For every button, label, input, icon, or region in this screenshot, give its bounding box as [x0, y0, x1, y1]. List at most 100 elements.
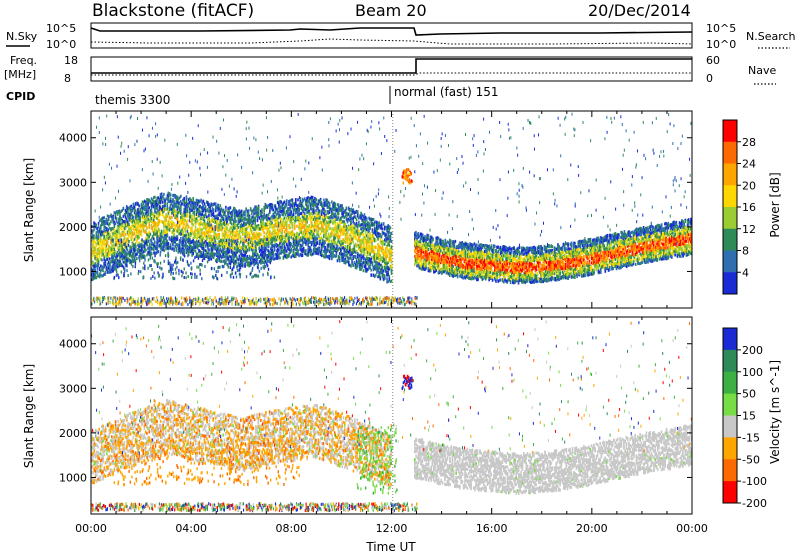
- power-cell: [265, 247, 268, 251]
- power-cell: [246, 263, 249, 267]
- power-cell: [280, 231, 282, 235]
- power-cell: [306, 207, 308, 211]
- power-cell: [141, 247, 144, 251]
- power-cell: [270, 207, 272, 211]
- power-cell: [190, 233, 192, 237]
- power-cell: [192, 218, 195, 222]
- power-cell: [384, 300, 387, 304]
- power-cell: [136, 252, 138, 256]
- power-cell: [109, 300, 111, 304]
- power-cell: [239, 229, 242, 233]
- power-cell: [171, 211, 173, 215]
- power-cell: [227, 245, 229, 249]
- power-cell: [267, 212, 270, 216]
- power-cell: [262, 227, 264, 231]
- power-cell: [147, 216, 149, 220]
- power-cell: [231, 243, 234, 247]
- power-cell: [309, 229, 312, 233]
- power-cell: [127, 252, 129, 256]
- power-cell: [167, 192, 170, 196]
- power-cell: [145, 236, 147, 240]
- power-cell: [187, 253, 190, 257]
- power-cell: [138, 216, 140, 220]
- power-cell: [124, 244, 127, 248]
- power-cell: [127, 299, 129, 303]
- power-cell: [159, 242, 162, 246]
- power-cell: [105, 228, 108, 232]
- power-cell: [175, 237, 178, 241]
- power-cell: [210, 257, 213, 261]
- power-cell: [191, 217, 193, 221]
- power-cell: [100, 247, 102, 251]
- power-cell: [115, 229, 118, 233]
- power-cell: [256, 300, 259, 304]
- power-cell: [134, 245, 137, 249]
- power-cell: [243, 249, 245, 253]
- power-cell: [305, 208, 307, 212]
- power-cell: [267, 203, 270, 207]
- power-cell: [98, 255, 101, 259]
- power-cell: [334, 297, 336, 301]
- power-cell: [291, 232, 294, 236]
- power-cell: [305, 218, 307, 222]
- power-cell: [263, 231, 266, 235]
- power-cell: [357, 298, 360, 302]
- power-cell: [101, 299, 104, 303]
- power-cell: [118, 219, 120, 223]
- power-cell: [344, 299, 346, 303]
- power-cell: [210, 237, 213, 241]
- power-cell: [187, 302, 189, 306]
- power-cell: [201, 212, 204, 216]
- power-cell: [308, 228, 311, 232]
- power-cell: [217, 245, 219, 249]
- power-cell: [195, 254, 198, 258]
- power-cell: [269, 233, 271, 237]
- power-cell: [212, 236, 215, 240]
- power-cell: [205, 254, 208, 258]
- power-cell: [138, 255, 140, 259]
- power-cell: [191, 245, 193, 249]
- power-cell: [369, 302, 371, 306]
- power-cell: [254, 221, 256, 225]
- power-cell: [261, 255, 263, 259]
- power-cell: [301, 218, 304, 222]
- power-cell: [164, 231, 166, 235]
- power-cell: [184, 243, 187, 247]
- power-cell: [291, 225, 294, 229]
- power-cell: [134, 213, 137, 217]
- power-cell: [264, 241, 267, 245]
- power-cell: [189, 246, 191, 250]
- power-cell: [237, 225, 240, 229]
- power-cell: [127, 259, 129, 263]
- power-cell: [100, 241, 102, 245]
- power-cell: [226, 241, 228, 245]
- power-cell: [193, 212, 196, 216]
- power-cell: [227, 207, 229, 211]
- power-cell: [181, 228, 183, 232]
- power-cell: [131, 253, 134, 257]
- power-cell: [247, 213, 250, 217]
- power-cell: [204, 209, 207, 213]
- power-cell: [204, 244, 207, 248]
- power-cell: [269, 250, 271, 254]
- power-cell: [205, 297, 208, 301]
- power-cell: [251, 236, 253, 240]
- power-cell: [167, 297, 170, 301]
- power-cell: [239, 252, 242, 256]
- power-cell: [252, 297, 254, 301]
- power-cell: [225, 232, 227, 236]
- power-cell: [95, 276, 98, 280]
- power-cell: [253, 263, 255, 267]
- power-cell: [275, 218, 278, 222]
- power-cell: [187, 204, 190, 208]
- power-cell: [152, 224, 155, 228]
- power-cell: [358, 303, 360, 307]
- power-cell: [131, 258, 134, 262]
- power-cell: [96, 263, 99, 267]
- power-cell: [119, 212, 121, 216]
- power-cell: [120, 242, 122, 246]
- power-cell: [109, 252, 111, 256]
- power-cell: [163, 208, 165, 212]
- power-cell: [115, 233, 118, 237]
- power-cell: [163, 242, 165, 246]
